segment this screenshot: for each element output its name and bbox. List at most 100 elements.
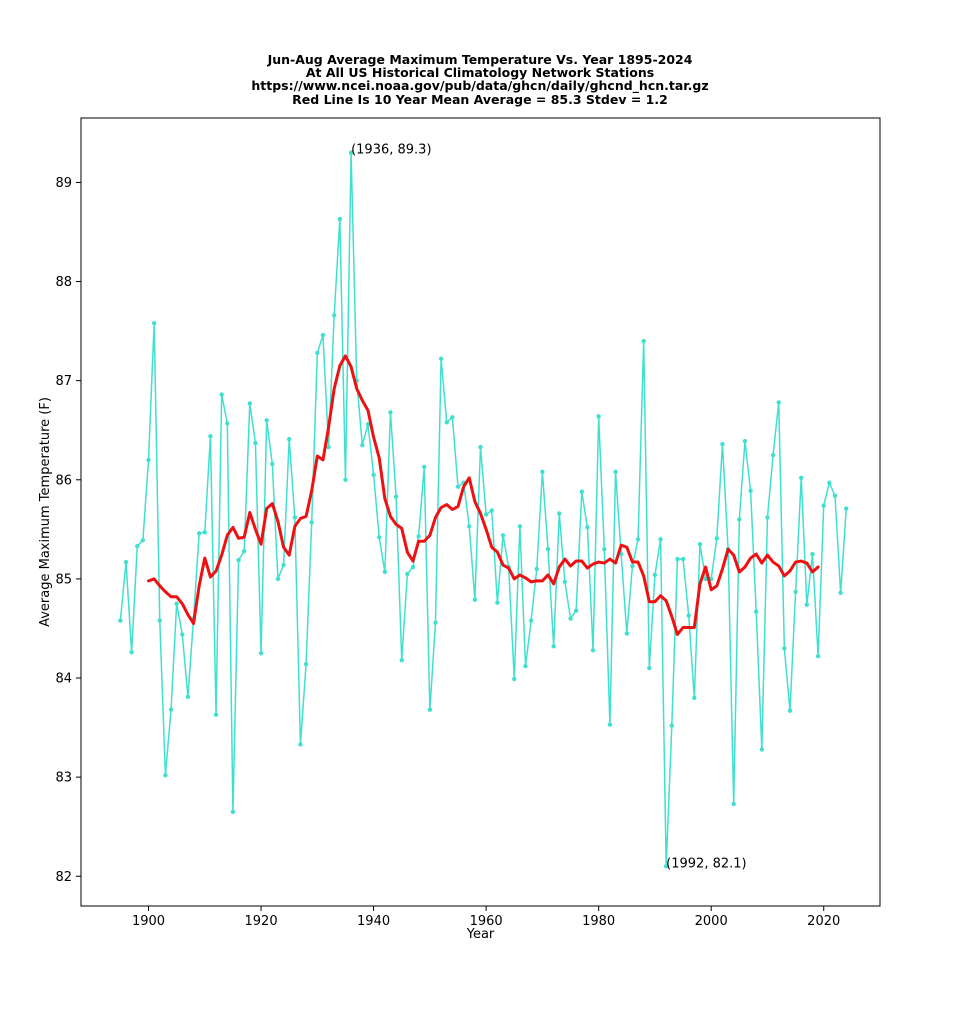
data-point <box>422 464 427 470</box>
data-point <box>298 742 303 747</box>
data-point <box>635 537 641 542</box>
annotations: (1936, 89.3) (1992, 82.1) <box>351 143 747 872</box>
data-point <box>799 475 804 480</box>
annotation-label: (1936, 89.3) <box>351 143 431 158</box>
series-line-1 <box>147 354 820 636</box>
y-tick-label: 85 <box>55 572 72 587</box>
data-point <box>675 556 680 562</box>
x-tick-label: 1980 <box>582 914 615 929</box>
data-point <box>602 546 607 552</box>
x-tick-label: 2020 <box>807 914 840 929</box>
data-point <box>410 564 416 570</box>
data-point <box>286 436 292 442</box>
data-point <box>247 401 252 406</box>
plot-area <box>118 150 849 869</box>
data-point <box>815 654 821 659</box>
data-point <box>377 535 382 540</box>
chart-title-line-3: https://www.ncei.noaa.gov/pub/data/ghcn/… <box>251 78 708 94</box>
data-point <box>517 524 523 529</box>
data-point <box>557 511 562 516</box>
data-point <box>146 457 151 463</box>
series-0 <box>118 150 849 869</box>
data-point <box>416 534 421 539</box>
data-point <box>264 418 269 423</box>
data-point <box>123 559 129 565</box>
data-point <box>754 609 759 614</box>
y-tick-label: 86 <box>55 473 72 488</box>
data-point <box>540 469 545 475</box>
data-point <box>360 442 365 448</box>
data-point <box>720 441 725 447</box>
data-point <box>528 618 534 623</box>
data-point <box>748 488 753 493</box>
data-point <box>309 520 314 525</box>
data-point <box>663 864 669 869</box>
data-point <box>562 579 568 585</box>
annotation-label: (1992, 82.1) <box>666 856 746 871</box>
data-point <box>737 517 742 522</box>
data-point <box>208 433 213 439</box>
data-point <box>320 332 326 338</box>
data-point <box>236 557 241 563</box>
y-tick-label: 82 <box>55 870 72 885</box>
chart-title: Jun-Aug Average Maximum Temperature Vs. … <box>251 52 708 107</box>
y-axis-label: Average Maximum Temperature (F) <box>38 397 53 627</box>
data-point <box>793 589 798 594</box>
series-1 <box>147 354 820 636</box>
data-point <box>838 590 843 595</box>
data-point <box>292 515 298 520</box>
data-point <box>613 469 618 475</box>
data-point <box>202 530 207 535</box>
y-tick-label: 84 <box>55 672 72 687</box>
chart-title-line-4: Red Line Is 10 Year Mean Average = 85.3 … <box>292 92 668 107</box>
data-point <box>174 601 179 606</box>
data-point <box>388 410 393 415</box>
x-axis: 1900 1920 1940 1960 1980 2000 2020 <box>132 906 840 929</box>
data-point <box>731 801 736 807</box>
data-point <box>405 571 410 577</box>
data-point <box>804 602 810 607</box>
y-tick-label: 88 <box>55 275 72 290</box>
data-point <box>607 722 613 727</box>
data-point <box>703 576 708 582</box>
data-point <box>241 548 247 554</box>
data-point <box>270 461 275 467</box>
data-point <box>332 313 337 318</box>
x-tick-label: 2000 <box>695 914 728 929</box>
data-point <box>438 356 444 362</box>
data-point <box>692 695 697 701</box>
data-point <box>365 422 371 427</box>
data-point <box>281 562 286 568</box>
data-point <box>641 338 646 344</box>
x-tick-label: 1920 <box>245 914 278 929</box>
data-point <box>579 489 584 494</box>
data-point <box>782 646 787 651</box>
data-point <box>163 772 168 778</box>
plot-frame <box>80 117 881 907</box>
y-tick-label: 89 <box>55 176 72 191</box>
data-point <box>759 747 765 752</box>
data-point <box>382 569 388 575</box>
x-tick-label: 1900 <box>132 914 165 929</box>
data-point <box>213 712 219 717</box>
data-point <box>326 444 331 450</box>
data-point <box>450 415 455 420</box>
data-point <box>399 657 404 663</box>
x-tick-label: 1940 <box>357 914 390 929</box>
data-point <box>787 708 793 713</box>
data-point <box>669 723 675 728</box>
data-point <box>832 493 838 498</box>
data-point <box>545 546 551 552</box>
data-point <box>810 551 815 557</box>
data-point <box>185 694 191 700</box>
chart-title-line-2: At All US Historical Climatology Network… <box>306 65 654 80</box>
y-axis: 82 83 84 85 86 87 88 89 <box>55 176 81 885</box>
data-point <box>275 576 281 582</box>
data-point <box>303 661 309 667</box>
data-point <box>821 503 826 508</box>
y-tick-label: 83 <box>55 771 72 786</box>
data-point <box>140 538 146 543</box>
data-point <box>742 438 748 444</box>
data-point <box>219 392 224 397</box>
